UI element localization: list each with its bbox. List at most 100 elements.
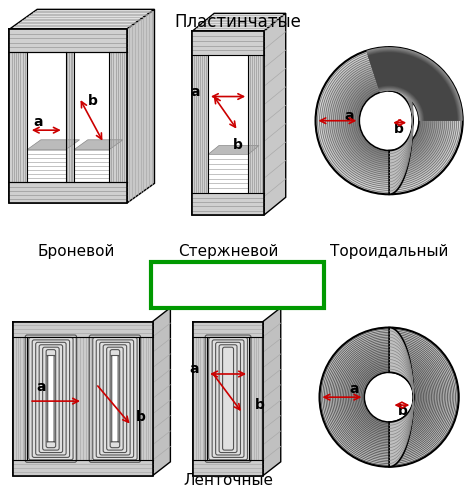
Circle shape [343,75,434,166]
Text: a: a [343,109,353,123]
Polygon shape [192,13,285,31]
Circle shape [351,83,426,158]
Circle shape [340,72,437,169]
Polygon shape [248,55,263,193]
Circle shape [321,54,456,188]
Polygon shape [152,308,170,476]
Circle shape [358,91,418,151]
Circle shape [356,365,420,430]
Polygon shape [366,47,462,121]
Circle shape [335,344,441,450]
Polygon shape [27,140,79,150]
Polygon shape [388,327,413,467]
Circle shape [347,80,429,162]
Circle shape [360,370,416,425]
Circle shape [332,64,445,177]
Circle shape [322,330,455,464]
Circle shape [352,361,425,434]
Circle shape [320,329,456,465]
Polygon shape [367,50,459,121]
Circle shape [359,368,417,427]
Circle shape [326,58,451,184]
Polygon shape [367,52,457,121]
Polygon shape [13,460,152,476]
Circle shape [323,332,453,462]
Circle shape [357,367,419,428]
Circle shape [328,336,449,458]
Polygon shape [366,49,460,121]
Text: Тороидальный: Тороидальный [329,244,447,259]
Polygon shape [10,52,27,183]
Polygon shape [192,55,208,193]
Polygon shape [192,31,263,55]
Polygon shape [74,52,109,183]
Text: Броневой: Броневой [37,244,114,259]
Text: Ленточные: Ленточные [183,473,272,488]
FancyBboxPatch shape [47,356,55,442]
Circle shape [330,63,446,179]
Circle shape [354,86,423,155]
Text: b: b [88,94,98,109]
Circle shape [347,356,429,438]
Polygon shape [193,321,262,337]
Polygon shape [192,193,263,215]
Circle shape [338,70,438,171]
Circle shape [325,333,452,461]
Circle shape [352,85,424,157]
Polygon shape [262,308,280,476]
Polygon shape [109,52,127,183]
Text: a: a [37,380,46,394]
Polygon shape [263,13,285,215]
Polygon shape [367,53,456,121]
Polygon shape [193,337,207,460]
Text: b: b [254,398,264,412]
Circle shape [353,362,424,433]
Circle shape [318,50,458,191]
Polygon shape [74,337,91,460]
Polygon shape [10,9,154,29]
Circle shape [340,348,437,446]
Polygon shape [27,52,66,183]
Polygon shape [388,47,412,194]
Polygon shape [10,183,127,203]
Circle shape [337,69,440,173]
Polygon shape [127,9,154,203]
Circle shape [329,338,447,456]
Text: a: a [33,115,43,129]
Circle shape [358,91,418,151]
Polygon shape [192,31,263,215]
Circle shape [344,353,433,441]
Circle shape [326,335,450,459]
Circle shape [329,61,448,180]
Text: b: b [136,410,146,424]
Circle shape [315,47,462,194]
Polygon shape [208,55,248,193]
Circle shape [364,372,413,422]
Text: a: a [349,382,358,396]
Polygon shape [13,321,152,476]
Text: a: a [189,362,199,376]
Polygon shape [366,48,461,121]
Polygon shape [208,145,258,154]
FancyBboxPatch shape [150,262,324,308]
Circle shape [338,347,438,447]
Text: Sc=a×b: Sc=a×b [170,270,304,299]
Polygon shape [139,337,152,460]
Circle shape [349,81,427,160]
Polygon shape [13,337,27,460]
Circle shape [346,355,431,440]
Circle shape [355,364,422,431]
Circle shape [341,350,436,444]
Circle shape [362,371,415,424]
Text: b: b [233,138,242,152]
Circle shape [323,55,454,186]
Polygon shape [10,29,127,203]
Polygon shape [367,51,458,121]
Polygon shape [193,321,262,476]
Text: b: b [393,122,403,136]
Circle shape [331,339,446,455]
FancyBboxPatch shape [110,356,119,442]
Polygon shape [193,460,262,476]
Text: a: a [190,84,199,99]
Circle shape [337,345,440,449]
